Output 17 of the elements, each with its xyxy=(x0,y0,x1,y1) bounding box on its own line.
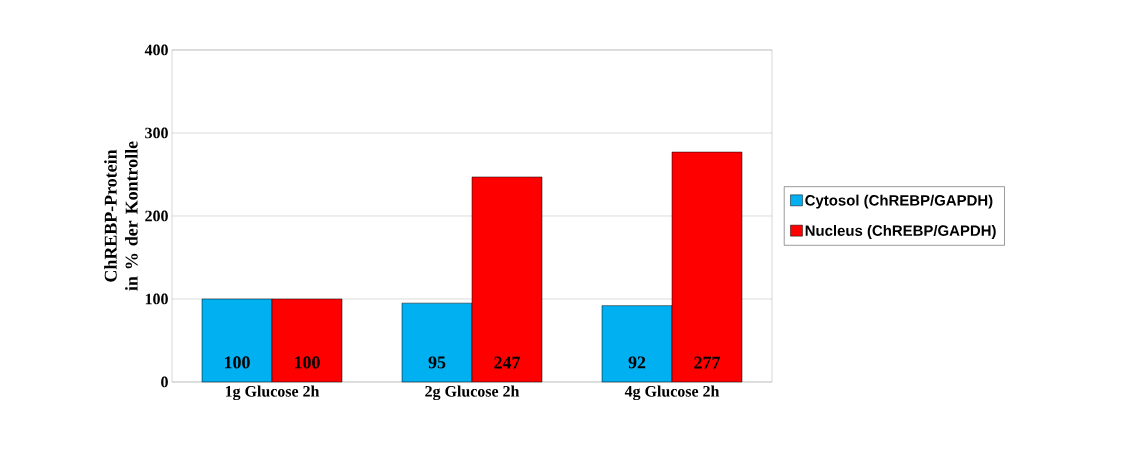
x-tick-label: 2g Glucose 2h xyxy=(425,385,520,401)
y-axis-title: ChREBP-Protein in % der Kontrolle xyxy=(104,141,138,291)
y-tick-label: 100 xyxy=(145,293,168,305)
data-label: 100 xyxy=(295,356,320,369)
x-tick-label: 1g Glucose 2h xyxy=(225,385,320,401)
data-label: 100 xyxy=(225,356,250,369)
y-tick-label: 200 xyxy=(145,210,168,222)
legend-label: Cytosol (ChREBP/GAPDH) xyxy=(805,194,993,209)
data-label: 247 xyxy=(494,356,521,369)
y-tick-label: 0 xyxy=(161,376,168,388)
legend-label: Nucleus (ChREBP/GAPDH) xyxy=(805,224,996,239)
y-tick-label: 400 xyxy=(144,44,168,56)
x-tick-label: 4g Glucose 2h xyxy=(624,385,720,401)
data-label: 277 xyxy=(694,356,721,369)
data-label: 92 xyxy=(628,356,646,369)
data-label: 95 xyxy=(428,356,446,369)
y-tick-label: 300 xyxy=(145,127,168,139)
